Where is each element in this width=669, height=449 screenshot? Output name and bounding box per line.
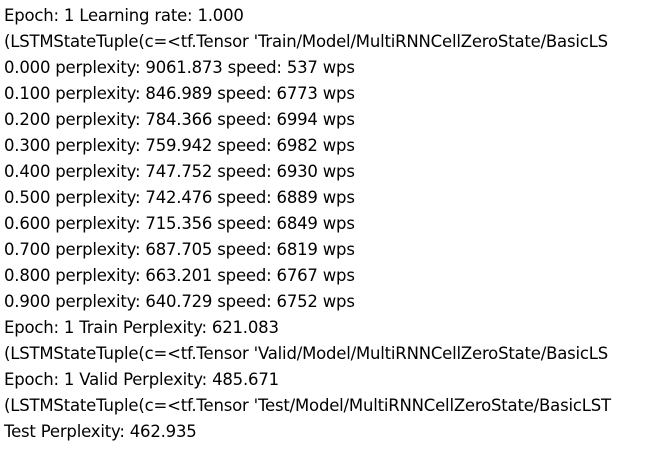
epoch-header-line: Epoch: 1 Learning rate: 1.000 [4, 6, 244, 25]
valid-state-tuple-line: (LSTMStateTuple(c=<tf.Tensor 'Valid/Mode… [4, 344, 609, 363]
test-state-tuple-line: (LSTMStateTuple(c=<tf.Tensor 'Test/Model… [4, 396, 611, 415]
train-perplexity-line: Epoch: 1 Train Perplexity: 621.083 [4, 318, 279, 337]
valid-perplexity-line: Epoch: 1 Valid Perplexity: 485.671 [4, 370, 279, 389]
progress-line: 0.900 perplexity: 640.729 speed: 6752 wp… [4, 292, 355, 311]
progress-line: 0.400 perplexity: 747.752 speed: 6930 wp… [4, 162, 355, 181]
progress-line: 0.300 perplexity: 759.942 speed: 6982 wp… [4, 136, 355, 155]
progress-line: 0.200 perplexity: 784.366 speed: 6994 wp… [4, 110, 355, 129]
test-perplexity-line: Test Perplexity: 462.935 [4, 422, 197, 441]
progress-line: 0.700 perplexity: 687.705 speed: 6819 wp… [4, 240, 355, 259]
progress-line: 0.800 perplexity: 663.201 speed: 6767 wp… [4, 266, 355, 285]
console-output: Epoch: 1 Learning rate: 1.000 (LSTMState… [4, 3, 669, 445]
progress-line: 0.100 perplexity: 846.989 speed: 6773 wp… [4, 84, 355, 103]
progress-line: 0.000 perplexity: 9061.873 speed: 537 wp… [4, 58, 355, 77]
progress-line: 0.600 perplexity: 715.356 speed: 6849 wp… [4, 214, 355, 233]
progress-line: 0.500 perplexity: 742.476 speed: 6889 wp… [4, 188, 355, 207]
train-state-tuple-line: (LSTMStateTuple(c=<tf.Tensor 'Train/Mode… [4, 32, 608, 51]
